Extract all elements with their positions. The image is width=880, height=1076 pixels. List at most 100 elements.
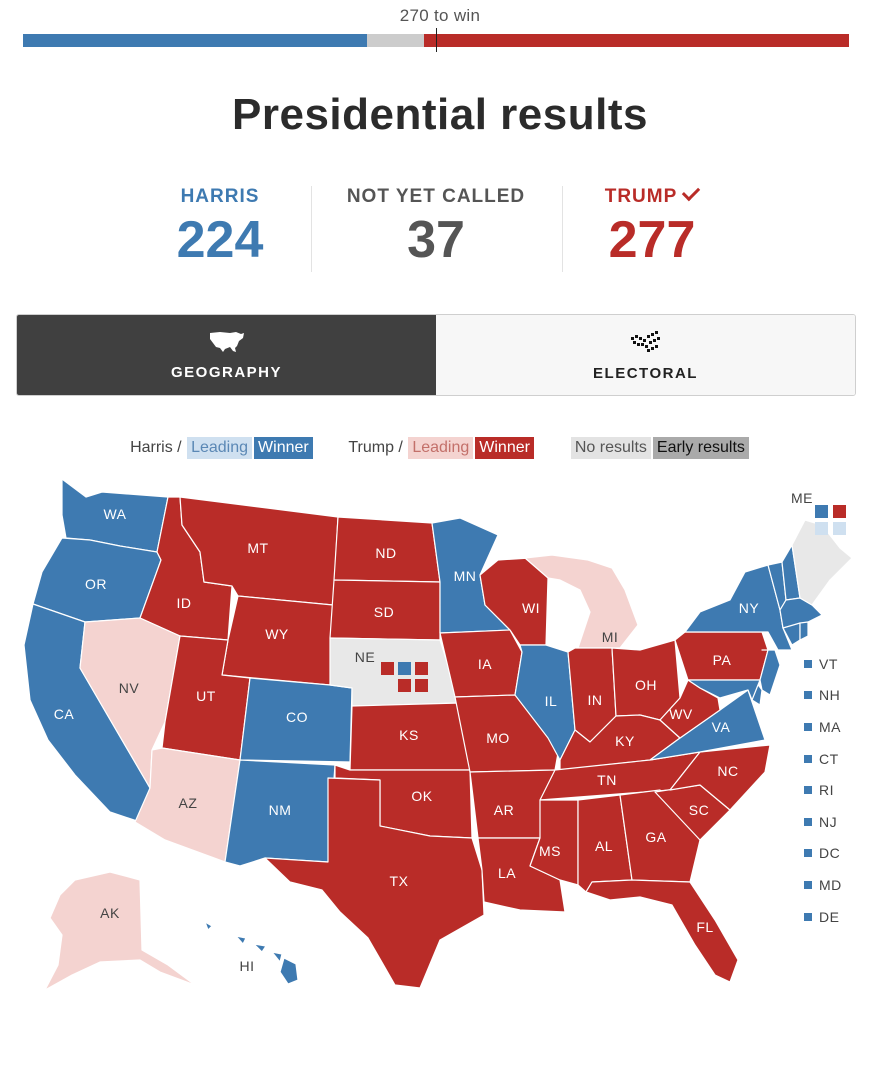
- label-HI: HI: [240, 958, 255, 974]
- harris-score: HARRIS 224: [110, 186, 330, 266]
- label-WV: WV: [669, 706, 693, 722]
- us-map-icon: [209, 331, 244, 352]
- label-ND: ND: [375, 545, 396, 561]
- label-NV: NV: [119, 680, 140, 696]
- label-NY: NY: [739, 600, 760, 616]
- us-results-map: WA OR CA ID NV MT WY UT AZ CO NM ND SD N…: [23, 478, 853, 991]
- state-ME[interactable]: [791, 519, 853, 606]
- geography-tab[interactable]: GEOGRAPHY: [17, 315, 436, 395]
- label-IA: IA: [478, 656, 492, 672]
- state-FL[interactable]: [585, 879, 739, 983]
- small-states-list: VT NH MA CT RI NJ DC MD DE: [804, 648, 842, 932]
- small-state-ri[interactable]: RI: [804, 774, 842, 806]
- label-VA: VA: [712, 719, 731, 735]
- winner-check-icon: [682, 182, 701, 202]
- label-NC: NC: [717, 763, 738, 779]
- legend-early-results: Early results: [652, 437, 749, 459]
- page-title: Presidential results: [232, 90, 648, 139]
- label-GA: GA: [645, 829, 666, 845]
- harris-bar-segment: [23, 34, 367, 47]
- label-OH: OH: [635, 677, 657, 693]
- small-state-md[interactable]: MD: [804, 869, 842, 901]
- label-AR: AR: [494, 802, 514, 818]
- winner-swatch: [804, 691, 812, 700]
- win-threshold-label: 270 to win: [399, 6, 481, 25]
- trump-name: TRUMP: [604, 186, 678, 207]
- electoral-tab[interactable]: ELECTORAL: [436, 315, 855, 395]
- me-district-boxes: [815, 505, 846, 535]
- state-NJ[interactable]: [759, 649, 781, 696]
- label-MS: MS: [539, 843, 561, 859]
- label-AK: AK: [100, 905, 120, 921]
- label-WA: WA: [103, 506, 126, 522]
- label-NE: NE: [355, 649, 375, 665]
- label-MI: MI: [602, 629, 619, 645]
- not-called-name: NOT YET CALLED: [346, 186, 526, 207]
- label-PA: PA: [713, 652, 732, 668]
- state-HI[interactable]: [204, 921, 299, 985]
- label-LA: LA: [498, 865, 516, 881]
- label-MO: MO: [486, 730, 510, 746]
- label-OK: OK: [411, 788, 432, 804]
- winner-swatch: [804, 817, 812, 826]
- cartogram-icon: [630, 330, 660, 352]
- ne-district-boxes: [381, 662, 428, 692]
- score-divider: [311, 186, 312, 272]
- label-MN: MN: [454, 568, 477, 584]
- small-state-de[interactable]: DE: [804, 901, 842, 933]
- winner-swatch: [804, 912, 812, 921]
- state-MD[interactable]: [687, 679, 761, 701]
- small-state-dc[interactable]: DC: [804, 838, 842, 870]
- scoreboard: HARRIS 224 NOT YET CALLED 37 TRUMP 277: [0, 182, 880, 276]
- label-WY: WY: [265, 626, 289, 642]
- legend-trump-leading: Leading: [408, 437, 474, 459]
- legend-trump-label: Trump /: [348, 439, 403, 456]
- harris-votes: 224: [176, 211, 264, 269]
- label-TN: TN: [597, 772, 617, 788]
- legend-no-results: No results: [570, 437, 651, 459]
- winner-swatch: [804, 722, 812, 731]
- label-WI: WI: [522, 600, 540, 616]
- label-AZ: AZ: [179, 795, 198, 811]
- small-state-nj[interactable]: NJ: [804, 806, 842, 838]
- winner-swatch: [804, 880, 812, 889]
- label-SC: SC: [689, 802, 709, 818]
- state-AK[interactable]: [44, 871, 196, 991]
- label-ME: ME: [791, 490, 813, 506]
- label-MT: MT: [247, 540, 268, 556]
- label-TX: TX: [390, 873, 409, 889]
- trump-bar-segment: [423, 34, 849, 47]
- label-UT: UT: [196, 688, 216, 704]
- label-IN: IN: [588, 692, 603, 708]
- label-KY: KY: [615, 733, 635, 749]
- geography-label: GEOGRAPHY: [170, 363, 282, 381]
- state-NV[interactable]: [79, 617, 181, 789]
- label-AL: AL: [595, 838, 613, 854]
- score-divider: [562, 186, 563, 272]
- legend-harris-winner: Winner: [254, 437, 313, 459]
- winner-swatch: [804, 786, 812, 795]
- winner-swatch: [804, 754, 812, 763]
- map-legend: Harris / Leading Winner Trump / Leading Wi…: [0, 437, 880, 459]
- label-NM: NM: [269, 802, 292, 818]
- win-threshold-marker: [436, 28, 437, 52]
- winner-swatch: [804, 659, 812, 668]
- label-SD: SD: [374, 604, 394, 620]
- label-OR: OR: [85, 576, 107, 592]
- not-called-votes: 37: [407, 211, 465, 269]
- label-IL: IL: [545, 693, 558, 709]
- state-TX[interactable]: [264, 777, 485, 989]
- small-state-nh[interactable]: NH: [804, 680, 842, 712]
- small-state-vt[interactable]: VT: [804, 648, 842, 680]
- label-FL: FL: [696, 919, 713, 935]
- trump-votes: 277: [608, 211, 696, 269]
- label-ID: ID: [177, 595, 192, 611]
- label-CA: CA: [54, 706, 75, 722]
- state-RI[interactable]: [799, 621, 809, 641]
- legend-harris-label: Harris /: [130, 439, 182, 456]
- harris-name: HARRIS: [180, 186, 260, 207]
- state-GA[interactable]: [619, 789, 701, 883]
- small-state-ct[interactable]: CT: [804, 743, 842, 775]
- label-KS: KS: [399, 727, 419, 743]
- small-state-ma[interactable]: MA: [804, 711, 842, 743]
